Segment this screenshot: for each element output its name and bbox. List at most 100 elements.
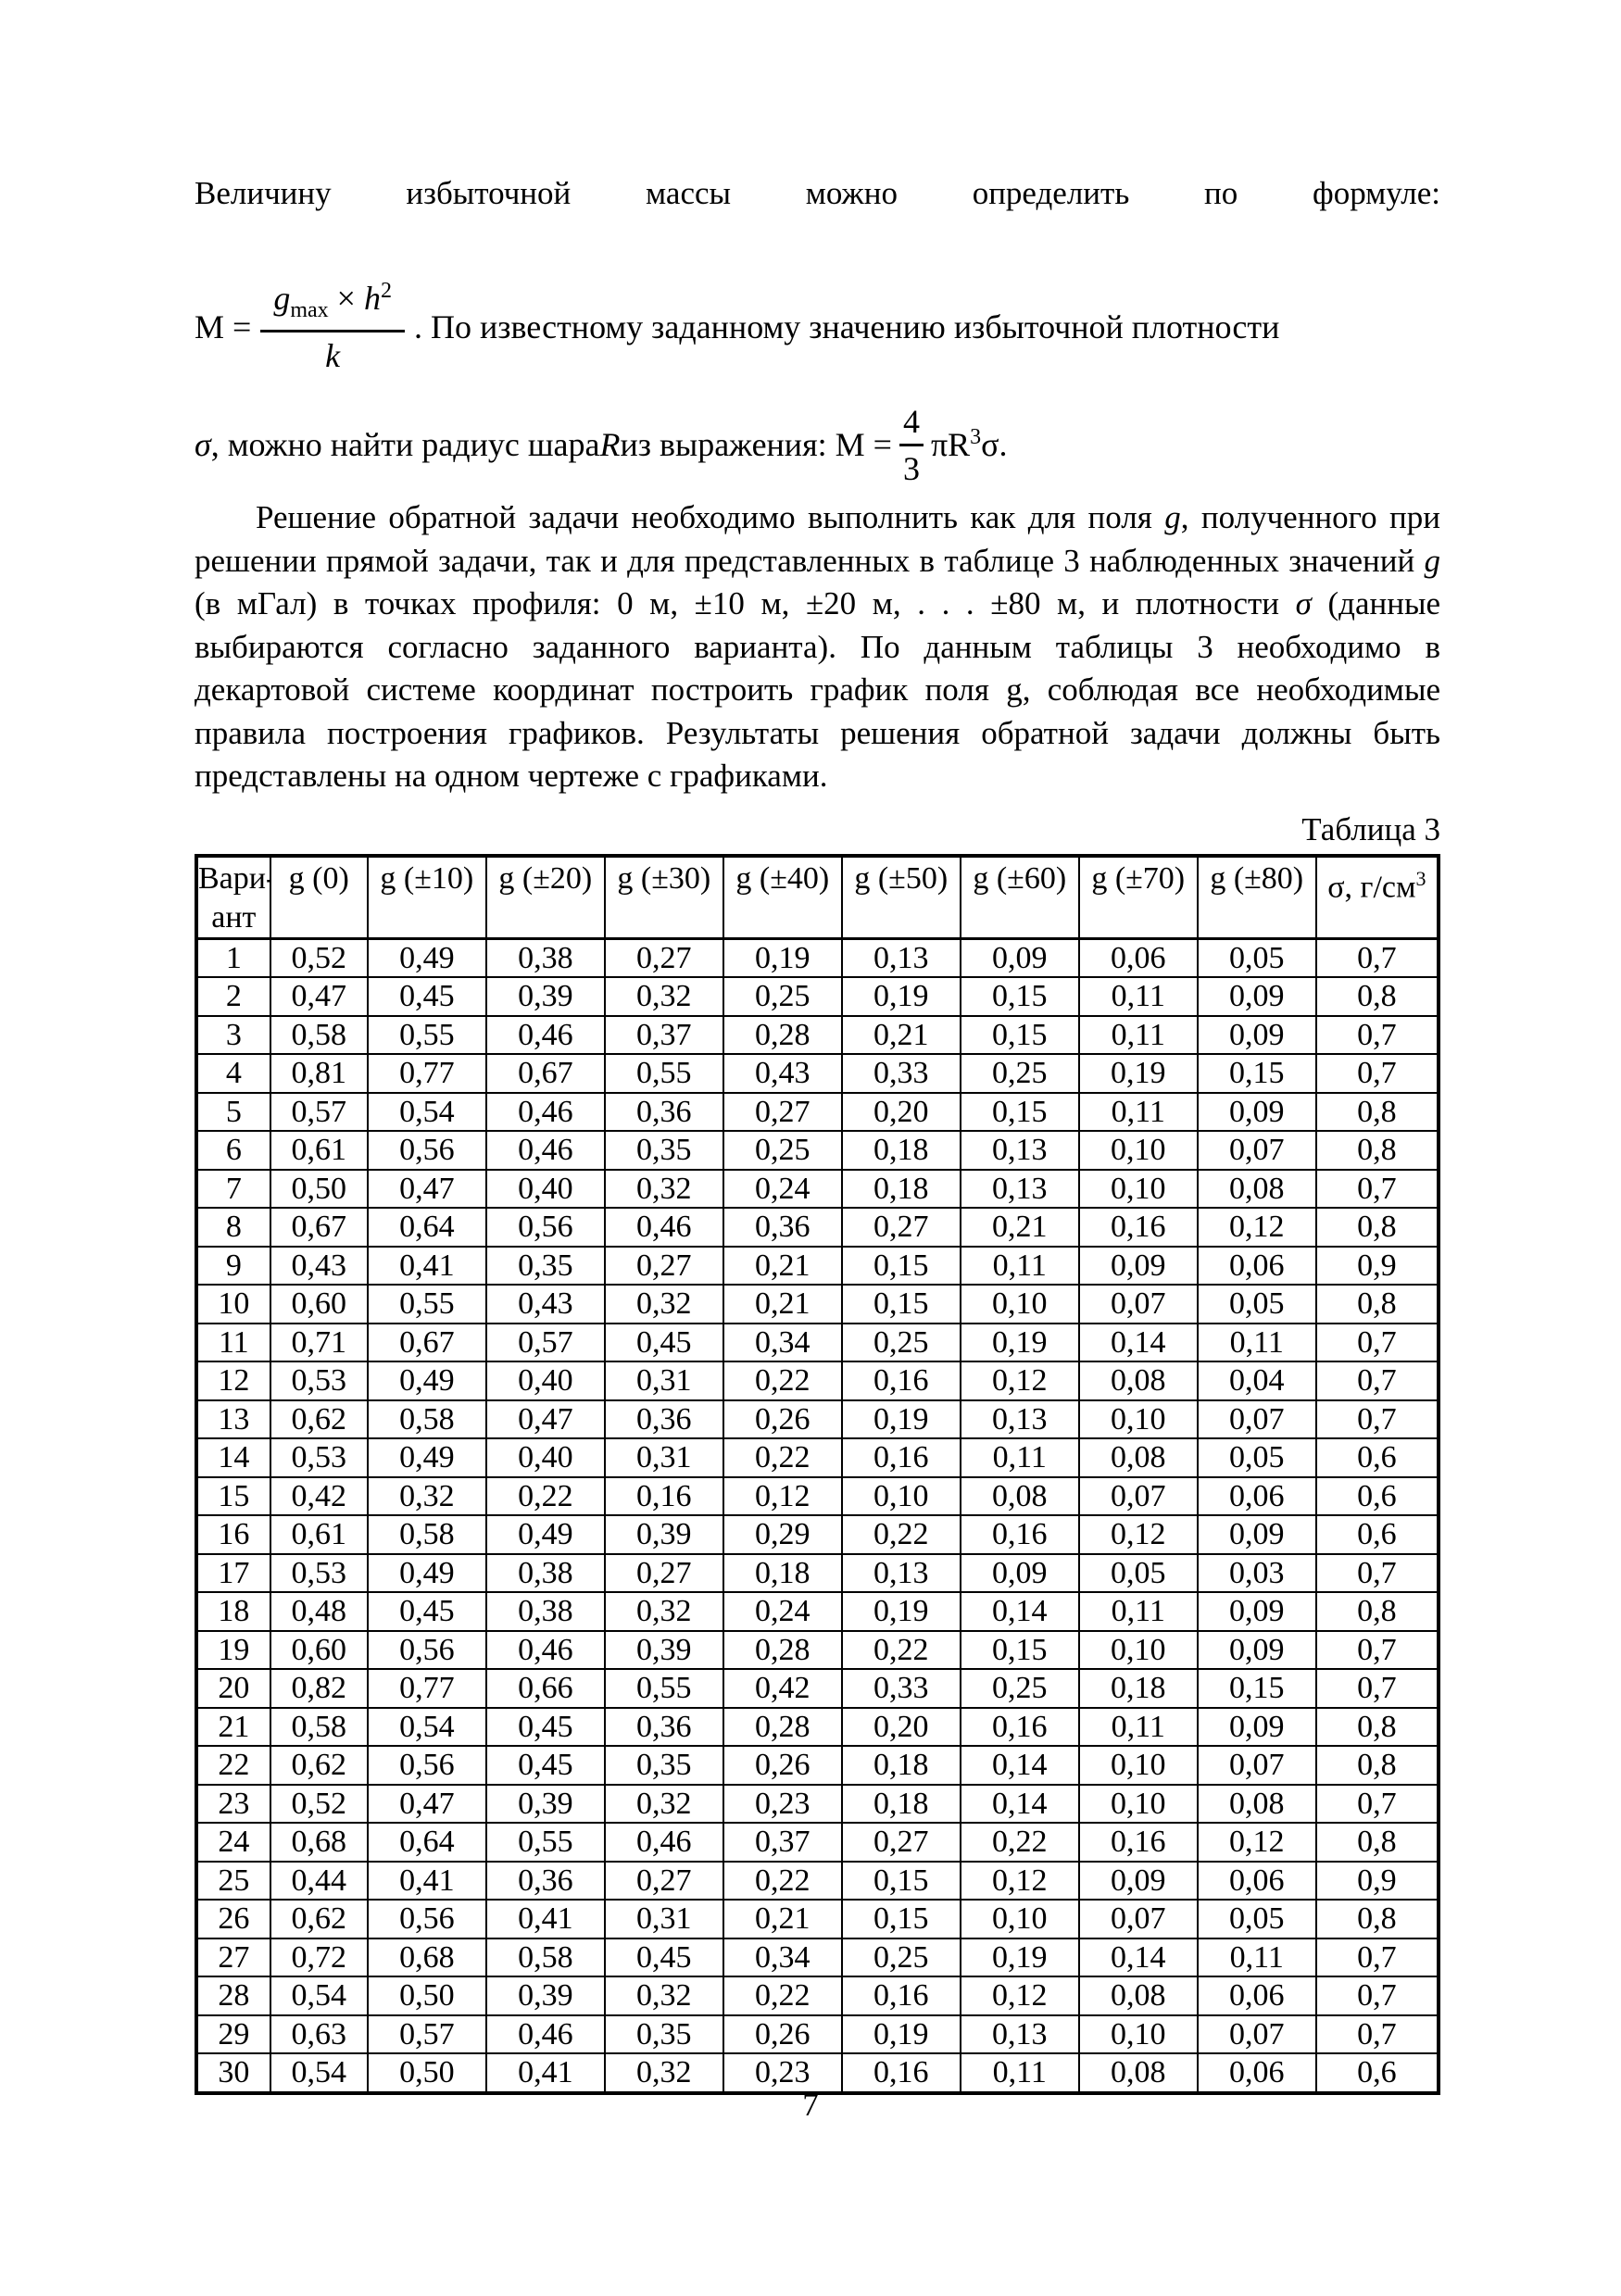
data-table: Вари-ант g (0) g (±10) g (±20) g (±30) g (±40…: [195, 853, 1440, 2095]
table-cell: 0,54: [269, 2052, 369, 2094]
table-cell: 0,20: [840, 1091, 961, 1132]
task-paragraph: Решение обратной задачи необходимо выпол…: [195, 496, 1440, 798]
table-cell: 0,43: [269, 1245, 369, 1286]
table-cell: 0,8: [1314, 976, 1440, 1017]
sigma-symbol: σ: [195, 426, 211, 463]
table-cell: 0,15: [1196, 1668, 1317, 1709]
table-cell: 0,8: [1314, 1822, 1440, 1863]
table-cell: 0,19: [722, 937, 843, 978]
table-cell: 0,12: [959, 1361, 1080, 1401]
table-cell: 0,8: [1314, 1899, 1440, 1939]
table-cell: 0,81: [269, 1053, 369, 1094]
paragraph-text: , полученного при решении прямой задачи,…: [195, 499, 1440, 579]
table-cell: 0,27: [840, 1822, 961, 1863]
table-cell: 0,09: [959, 937, 1080, 978]
table-cell: 0,45: [603, 1322, 724, 1362]
table-cell: 0,06: [1196, 1475, 1317, 1516]
table-cell: 9: [195, 1245, 271, 1286]
table-cell: 6: [195, 1130, 271, 1171]
table-cell: 0,14: [959, 1591, 1080, 1632]
table-cell: 0,10: [1077, 1629, 1199, 1670]
table-cell: 0,12: [722, 1475, 843, 1516]
table-cell: 0,8: [1314, 1706, 1440, 1747]
k-symbol: k: [325, 336, 341, 374]
table-cell: 0,58: [366, 1514, 487, 1555]
column-header: g (±70): [1077, 854, 1199, 940]
table-cell: 0,55: [366, 1284, 487, 1324]
table-cell: 0,31: [603, 1361, 724, 1401]
table-cell: 29: [195, 2014, 271, 2054]
table-cell: 0,57: [269, 1091, 369, 1132]
table-cell: 0,46: [484, 2014, 606, 2054]
table-cell: 0,15: [840, 1899, 961, 1939]
table-cell: 12: [195, 1361, 271, 1401]
table-cell: 0,12: [959, 1860, 1080, 1901]
table-cell: 0,15: [840, 1860, 961, 1901]
table-cell: 8: [195, 1207, 271, 1248]
table-cell: 0,41: [484, 2052, 606, 2094]
table-caption: Таблица 3: [1301, 810, 1440, 847]
table-cell: 26: [195, 1899, 271, 1939]
table-cell: 0,6: [1314, 1437, 1440, 1478]
table-cell: 0,9: [1314, 1245, 1440, 1286]
radius-fraction-numerator: 4: [898, 402, 924, 446]
table-cell: 0,18: [840, 1783, 961, 1824]
table-cell: 0,08: [1077, 1437, 1199, 1478]
table-cell: 0,8: [1314, 1091, 1440, 1132]
table-cell: 0,58: [269, 1706, 369, 1747]
table-cell: 0,16: [840, 1361, 961, 1401]
table-cell: 5: [195, 1091, 271, 1132]
table-cell: 0,12: [1077, 1514, 1199, 1555]
table-cell: 0,11: [959, 1245, 1080, 1286]
table-cell: 0,47: [366, 1783, 487, 1824]
table-cell: 0,27: [722, 1091, 843, 1132]
table-cell: 0,64: [366, 1207, 487, 1248]
table-cell: 23: [195, 1783, 271, 1824]
table-row: 8 0,67 0,64 0,56 0,46 0,36 0,27 0,21 0,16 0,12 0,8: [195, 1207, 1440, 1248]
table-cell: 0,77: [366, 1053, 487, 1094]
table-cell: 0,7: [1314, 937, 1440, 978]
table-cell: 0,49: [366, 937, 487, 978]
table-cell: 0,22: [722, 1437, 843, 1478]
table-row: 6 0,61 0,56 0,46 0,35 0,25 0,18 0,13 0,10 0,07 0,8: [195, 1130, 1440, 1171]
table-cell: 0,33: [840, 1668, 961, 1709]
table-cell: 0,56: [366, 1130, 487, 1171]
table-cell: 0,04: [1196, 1361, 1317, 1401]
table-row: 16 0,61 0,58 0,49 0,39 0,29 0,22 0,16 0,12 0,09 0,…: [195, 1514, 1440, 1555]
table-cell: 0,54: [366, 1706, 487, 1747]
table-row: 13 0,62 0,58 0,47 0,36 0,26 0,19 0,13 0,10 0,07 0,…: [195, 1399, 1440, 1439]
table-row: 10 0,60 0,55 0,43 0,32 0,21 0,15 0,10 0,07 0,05 0,…: [195, 1284, 1440, 1324]
table-cell: 0,7: [1314, 1361, 1440, 1401]
table-cell: 0,40: [484, 1168, 606, 1209]
table-cell: 0,23: [722, 1783, 843, 1824]
table-row: 3 0,58 0,55 0,46 0,37 0,28 0,21 0,15 0,11 0,09 0,7: [195, 1014, 1440, 1055]
table-cell: 0,58: [269, 1014, 369, 1055]
table-cell: 0,13: [840, 937, 961, 978]
table-cell: 0,06: [1196, 2052, 1317, 2094]
table-cell: 0,27: [840, 1207, 961, 1248]
column-header: g (±60): [959, 854, 1080, 940]
table-cell: 0,36: [722, 1207, 843, 1248]
radius-fraction: 4 3: [898, 402, 924, 488]
table-cell: 1: [195, 937, 271, 978]
table-cell: 0,49: [366, 1361, 487, 1401]
table-cell: 0,39: [484, 976, 606, 1017]
table-cell: 0,13: [959, 1399, 1080, 1439]
table-cell: 7: [195, 1168, 271, 1209]
table-cell: 0,06: [1196, 1976, 1317, 2016]
g-symbol: g: [273, 280, 291, 318]
table-cell: 0,24: [722, 1591, 843, 1632]
column-header: Вари-ант: [195, 854, 271, 940]
table-cell: 0,09: [1196, 976, 1317, 1017]
table-row: 18 0,48 0,45 0,38 0,32 0,24 0,19 0,14 0,11 0,09 0,…: [195, 1591, 1440, 1632]
paragraph-text: Решение обратной задачи необходимо выпол…: [256, 499, 1165, 535]
table-cell: 0,03: [1196, 1552, 1317, 1593]
table-cell: 0,06: [1196, 1860, 1317, 1901]
table-cell: 0,46: [484, 1629, 606, 1670]
table-cell: 0,10: [1077, 1168, 1199, 1209]
table-row: 1 0,52 0,49 0,38 0,27 0,19 0,13 0,09 0,06 0,05 0,7: [195, 937, 1440, 978]
table-cell: 0,28: [722, 1014, 843, 1055]
table-cell: 0,34: [722, 1322, 843, 1362]
table-cell: 0,64: [366, 1822, 487, 1863]
table-cell: 0,45: [484, 1706, 606, 1747]
